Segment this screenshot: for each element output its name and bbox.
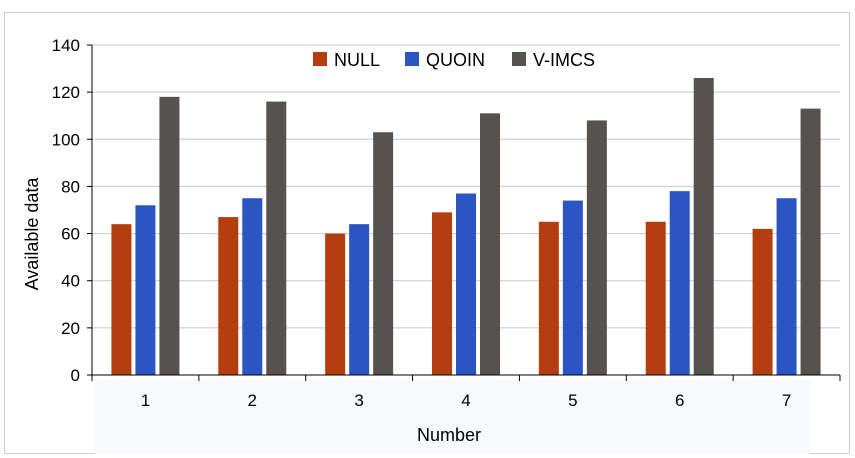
y-tick-labels: 0 20 40 60 80 100 120 140 xyxy=(52,36,80,385)
y-tick-label: 60 xyxy=(61,225,80,244)
x-tick-label: 2 xyxy=(248,391,257,410)
x-axis-label-band xyxy=(95,380,810,454)
legend-label-quoin: QUOIN xyxy=(426,50,485,70)
legend-swatch-v-imcs xyxy=(512,52,526,66)
x-tick-label: 6 xyxy=(675,391,684,410)
bar-quoin-6 xyxy=(669,191,690,375)
x-tick-label: 1 xyxy=(141,391,150,410)
bar-v-imcs-2 xyxy=(266,101,287,376)
y-tick-label: 0 xyxy=(71,366,80,385)
bar-null-2 xyxy=(218,217,239,375)
bar-v-imcs-4 xyxy=(480,113,500,375)
bar-null-6 xyxy=(645,221,666,375)
bar-quoin-2 xyxy=(242,198,263,375)
bar-quoin-4 xyxy=(456,193,476,375)
legend-swatch-quoin xyxy=(405,52,419,66)
y-axis-title: Available data xyxy=(22,177,42,291)
bar-quoin-1 xyxy=(135,205,156,375)
y-tick-label: 40 xyxy=(61,272,80,291)
x-tick-labels: 1 2 3 4 5 6 7 xyxy=(141,391,792,410)
bar-v-imcs-3 xyxy=(373,132,394,375)
y-tick-label: 80 xyxy=(61,177,80,196)
bar-null-7 xyxy=(752,228,773,375)
x-tick-label: 7 xyxy=(782,391,791,410)
bar-null-5 xyxy=(538,221,559,375)
bar-quoin-3 xyxy=(349,224,370,375)
x-tick-label: 3 xyxy=(354,391,363,410)
bars-group xyxy=(111,78,821,376)
legend: NULL QUOIN V-IMCS xyxy=(313,50,595,70)
legend-label-v-imcs: V-IMCS xyxy=(533,50,595,70)
bar-v-imcs-7 xyxy=(800,108,821,376)
legend-label-null: NULL xyxy=(334,50,380,70)
bar-null-3 xyxy=(325,233,346,375)
x-tick-label: 5 xyxy=(568,391,577,410)
legend-swatch-null xyxy=(313,52,327,66)
axes-group xyxy=(87,44,841,381)
y-tick-label: 140 xyxy=(52,36,80,55)
y-tick-label: 120 xyxy=(52,83,80,102)
bar-v-imcs-5 xyxy=(586,120,607,375)
bar-v-imcs-1 xyxy=(159,96,180,375)
x-tick-label: 4 xyxy=(461,391,470,410)
bar-quoin-7 xyxy=(776,198,797,375)
bar-v-imcs-6 xyxy=(693,78,714,375)
y-tick-label: 100 xyxy=(52,130,80,149)
x-axis-title: Number xyxy=(417,425,481,445)
y-tick-label: 20 xyxy=(61,319,80,338)
bar-null-4 xyxy=(432,212,452,375)
bar-null-1 xyxy=(111,224,132,375)
bar-quoin-5 xyxy=(562,200,583,375)
